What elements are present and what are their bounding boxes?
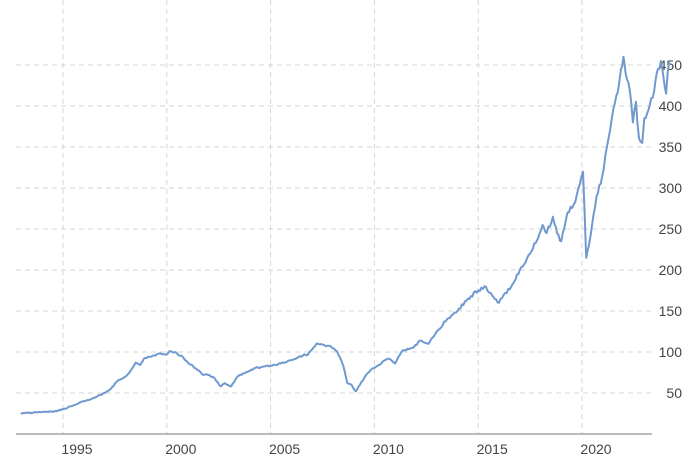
grid bbox=[16, 0, 652, 434]
x-tick-labels: 1995 2000 2005 2010 2015 2020 bbox=[61, 441, 611, 457]
y-tick-label: 350 bbox=[659, 139, 683, 155]
x-tick-label: 1995 bbox=[61, 441, 92, 457]
price-series-line bbox=[20, 55, 671, 415]
x-tick-label: 2015 bbox=[477, 441, 508, 457]
x-tick-label: 2020 bbox=[580, 441, 611, 457]
x-tick-label: 2005 bbox=[269, 441, 300, 457]
y-tick-label: 400 bbox=[659, 98, 683, 114]
x-tick-label: 2000 bbox=[165, 441, 196, 457]
y-tick-label: 50 bbox=[666, 385, 682, 401]
y-tick-labels: 50 100 150 200 250 300 350 400 450 bbox=[659, 57, 683, 401]
y-tick-label: 300 bbox=[659, 180, 683, 196]
x-tick-label: 2010 bbox=[373, 441, 404, 457]
y-tick-label: 100 bbox=[659, 344, 683, 360]
y-tick-label: 450 bbox=[659, 57, 683, 73]
y-tick-label: 200 bbox=[659, 262, 683, 278]
y-tick-label: 150 bbox=[659, 303, 683, 319]
y-tick-label: 250 bbox=[659, 221, 683, 237]
